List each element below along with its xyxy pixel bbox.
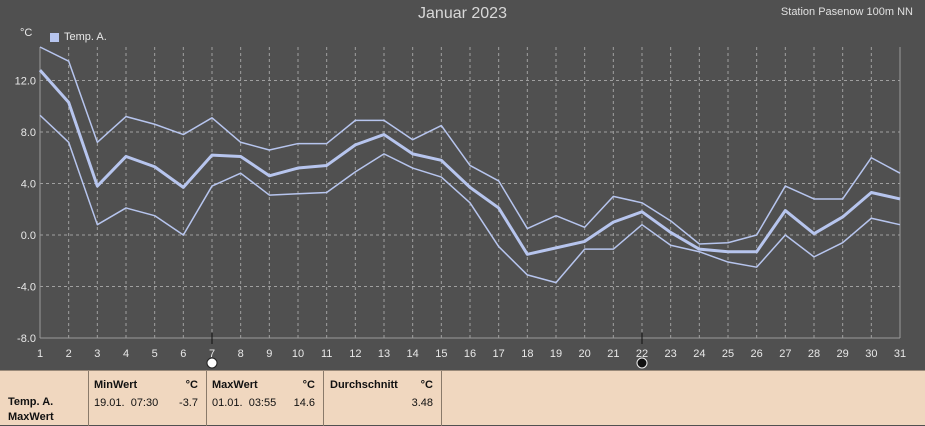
series-line-mean: [38, 69, 901, 256]
min-value: -3.7: [179, 397, 198, 409]
y-tick-label: 0.0: [21, 230, 36, 242]
x-tick-label: 6: [180, 348, 186, 360]
stats-min-cell: MinWert °C 19.01. 07:30 -3.7: [89, 371, 207, 426]
x-tick-label: 29: [837, 348, 849, 360]
x-tick-label: 20: [579, 348, 591, 360]
x-tick-label: 4: [123, 348, 129, 360]
stats-max-cell: MaxWert °C 01.01. 03:55 14.6: [207, 371, 324, 426]
x-tick-label: 2: [66, 348, 72, 360]
max-unit: °C: [302, 379, 315, 391]
x-tick-label: 18: [521, 348, 533, 360]
legend-label: Temp. A.: [64, 31, 107, 43]
stats-panel: Temp. A. MaxWert MinWert °C 19.01. 07:30…: [0, 370, 925, 426]
min-header: MinWert: [94, 379, 138, 391]
x-tick-label: 26: [751, 348, 763, 360]
series-line-min: [39, 114, 901, 284]
stats-series-label: Temp. A.: [8, 396, 54, 408]
chart-title: Januar 2023: [418, 5, 507, 22]
x-tick-label: 10: [292, 348, 304, 360]
x-tick-label: 5: [152, 348, 158, 360]
x-tick-label: 16: [464, 348, 476, 360]
x-tick-label: 30: [865, 348, 877, 360]
x-tick-label: 3: [94, 348, 100, 360]
x-tick-label: 25: [722, 348, 734, 360]
min-unit: °C: [185, 379, 198, 391]
x-tick-label: 22: [636, 348, 648, 360]
stats-avg-cell: Durchschnitt °C 3.48: [324, 371, 442, 426]
x-tick-label: 9: [266, 348, 272, 360]
x-tick-label: 15: [435, 348, 447, 360]
avg-unit: °C: [420, 379, 433, 391]
max-value: 14.6: [293, 397, 315, 409]
x-tick-label: 27: [779, 348, 791, 360]
full-moon-icon: [206, 357, 218, 369]
y-axis-unit: °C: [20, 27, 33, 39]
y-tick-label: -4.0: [17, 281, 36, 293]
station-label: Station Pasenow 100m NN: [780, 6, 913, 18]
x-tick-label: 14: [407, 348, 419, 360]
x-tick-label: 23: [665, 348, 677, 360]
temperature-chart: -8.0-4.00.04.08.012.01 2 3 4 5 6 7 8 9 10 11 12 13 14…: [15, 46, 906, 369]
x-tick-label: 31: [894, 348, 906, 360]
x-tick-label: 7: [209, 348, 215, 360]
series-line-max: [39, 46, 901, 245]
x-tick-label: 1: [37, 348, 43, 360]
stats-row-label-cell: Temp. A. MaxWert: [0, 371, 89, 426]
x-tick-label: 13: [378, 348, 390, 360]
legend-swatch: [50, 32, 59, 42]
y-tick-label: 4.0: [21, 178, 36, 190]
min-datetime: 19.01. 07:30: [94, 397, 159, 409]
new-moon-icon: [636, 357, 648, 369]
x-tick-label: 19: [550, 348, 562, 360]
max-datetime: 01.01. 03:55: [212, 397, 277, 409]
y-tick-label: 12.0: [15, 75, 36, 87]
legend: Temp. A.: [50, 31, 107, 43]
x-tick-label: 21: [607, 348, 619, 360]
avg-header: Durchschnitt: [330, 379, 398, 391]
y-tick-label: 8.0: [21, 127, 36, 139]
x-tick-label: 28: [808, 348, 820, 360]
max-header: MaxWert: [212, 379, 258, 391]
y-tick-label: -8.0: [17, 333, 36, 345]
x-tick-label: 8: [238, 348, 244, 360]
x-tick-label: 24: [693, 348, 705, 360]
x-tick-label: 11: [321, 348, 332, 360]
chart-area: -8.0 -4.0 0.0 4.0 8.0 12.0 1 2 3 4 5 6 7 8 9 10 11 12 13 14…: [14, 5, 913, 369]
avg-value: 3.48: [411, 397, 433, 409]
x-tick-label: 12: [349, 348, 361, 360]
stats-type-label: MaxWert: [8, 411, 54, 423]
x-tick-label: 17: [493, 348, 505, 360]
